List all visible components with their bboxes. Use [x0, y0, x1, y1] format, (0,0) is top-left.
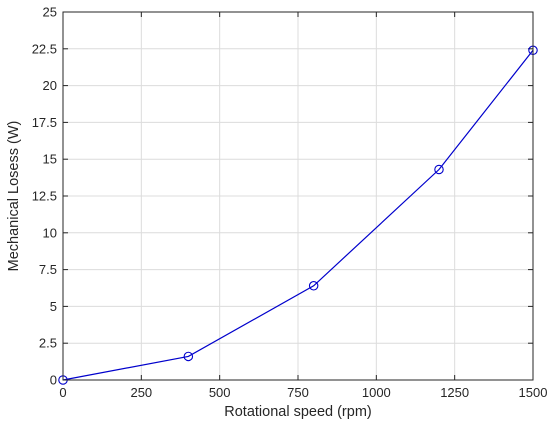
grid — [62, 11, 534, 381]
y-axis-label: Mechanical Losess (W) — [6, 121, 22, 272]
x-axis-label: Rotational speed (rpm) — [224, 404, 372, 420]
series-line — [62, 49, 534, 381]
y-tick-label: 17.5 — [32, 115, 57, 130]
y-tick-label: 5 — [50, 299, 57, 314]
y-tick-label: 15 — [43, 152, 57, 167]
x-tick-label: 0 — [59, 385, 66, 400]
y-tick-label: 25 — [43, 5, 57, 20]
x-tick-label: 500 — [209, 385, 231, 400]
data-point — [308, 281, 319, 291]
x-tick-label: 750 — [287, 385, 309, 400]
y-tick-label: 22.5 — [32, 41, 57, 56]
y-tick-label: 2.5 — [39, 336, 57, 351]
plot-frame — [62, 11, 534, 381]
x-tick-label: 1500 — [519, 385, 548, 400]
x-tick-label: 250 — [130, 385, 152, 400]
y-tick-label: 7.5 — [39, 262, 57, 277]
y-tick-label: 10 — [43, 225, 57, 240]
y-tick-label: 12.5 — [32, 189, 57, 204]
data-point — [434, 164, 444, 175]
y-tick-label: 0 — [50, 373, 57, 388]
x-tick-label: 1250 — [440, 385, 469, 400]
data-point — [183, 351, 194, 362]
tick-labels: 0 250 500 750 1000 1250 1500 0 2.5 5 7.5 10 12.5 15 17… — [32, 5, 548, 401]
x-tick-label: 1000 — [362, 385, 391, 400]
y-tick-label: 20 — [43, 78, 57, 93]
